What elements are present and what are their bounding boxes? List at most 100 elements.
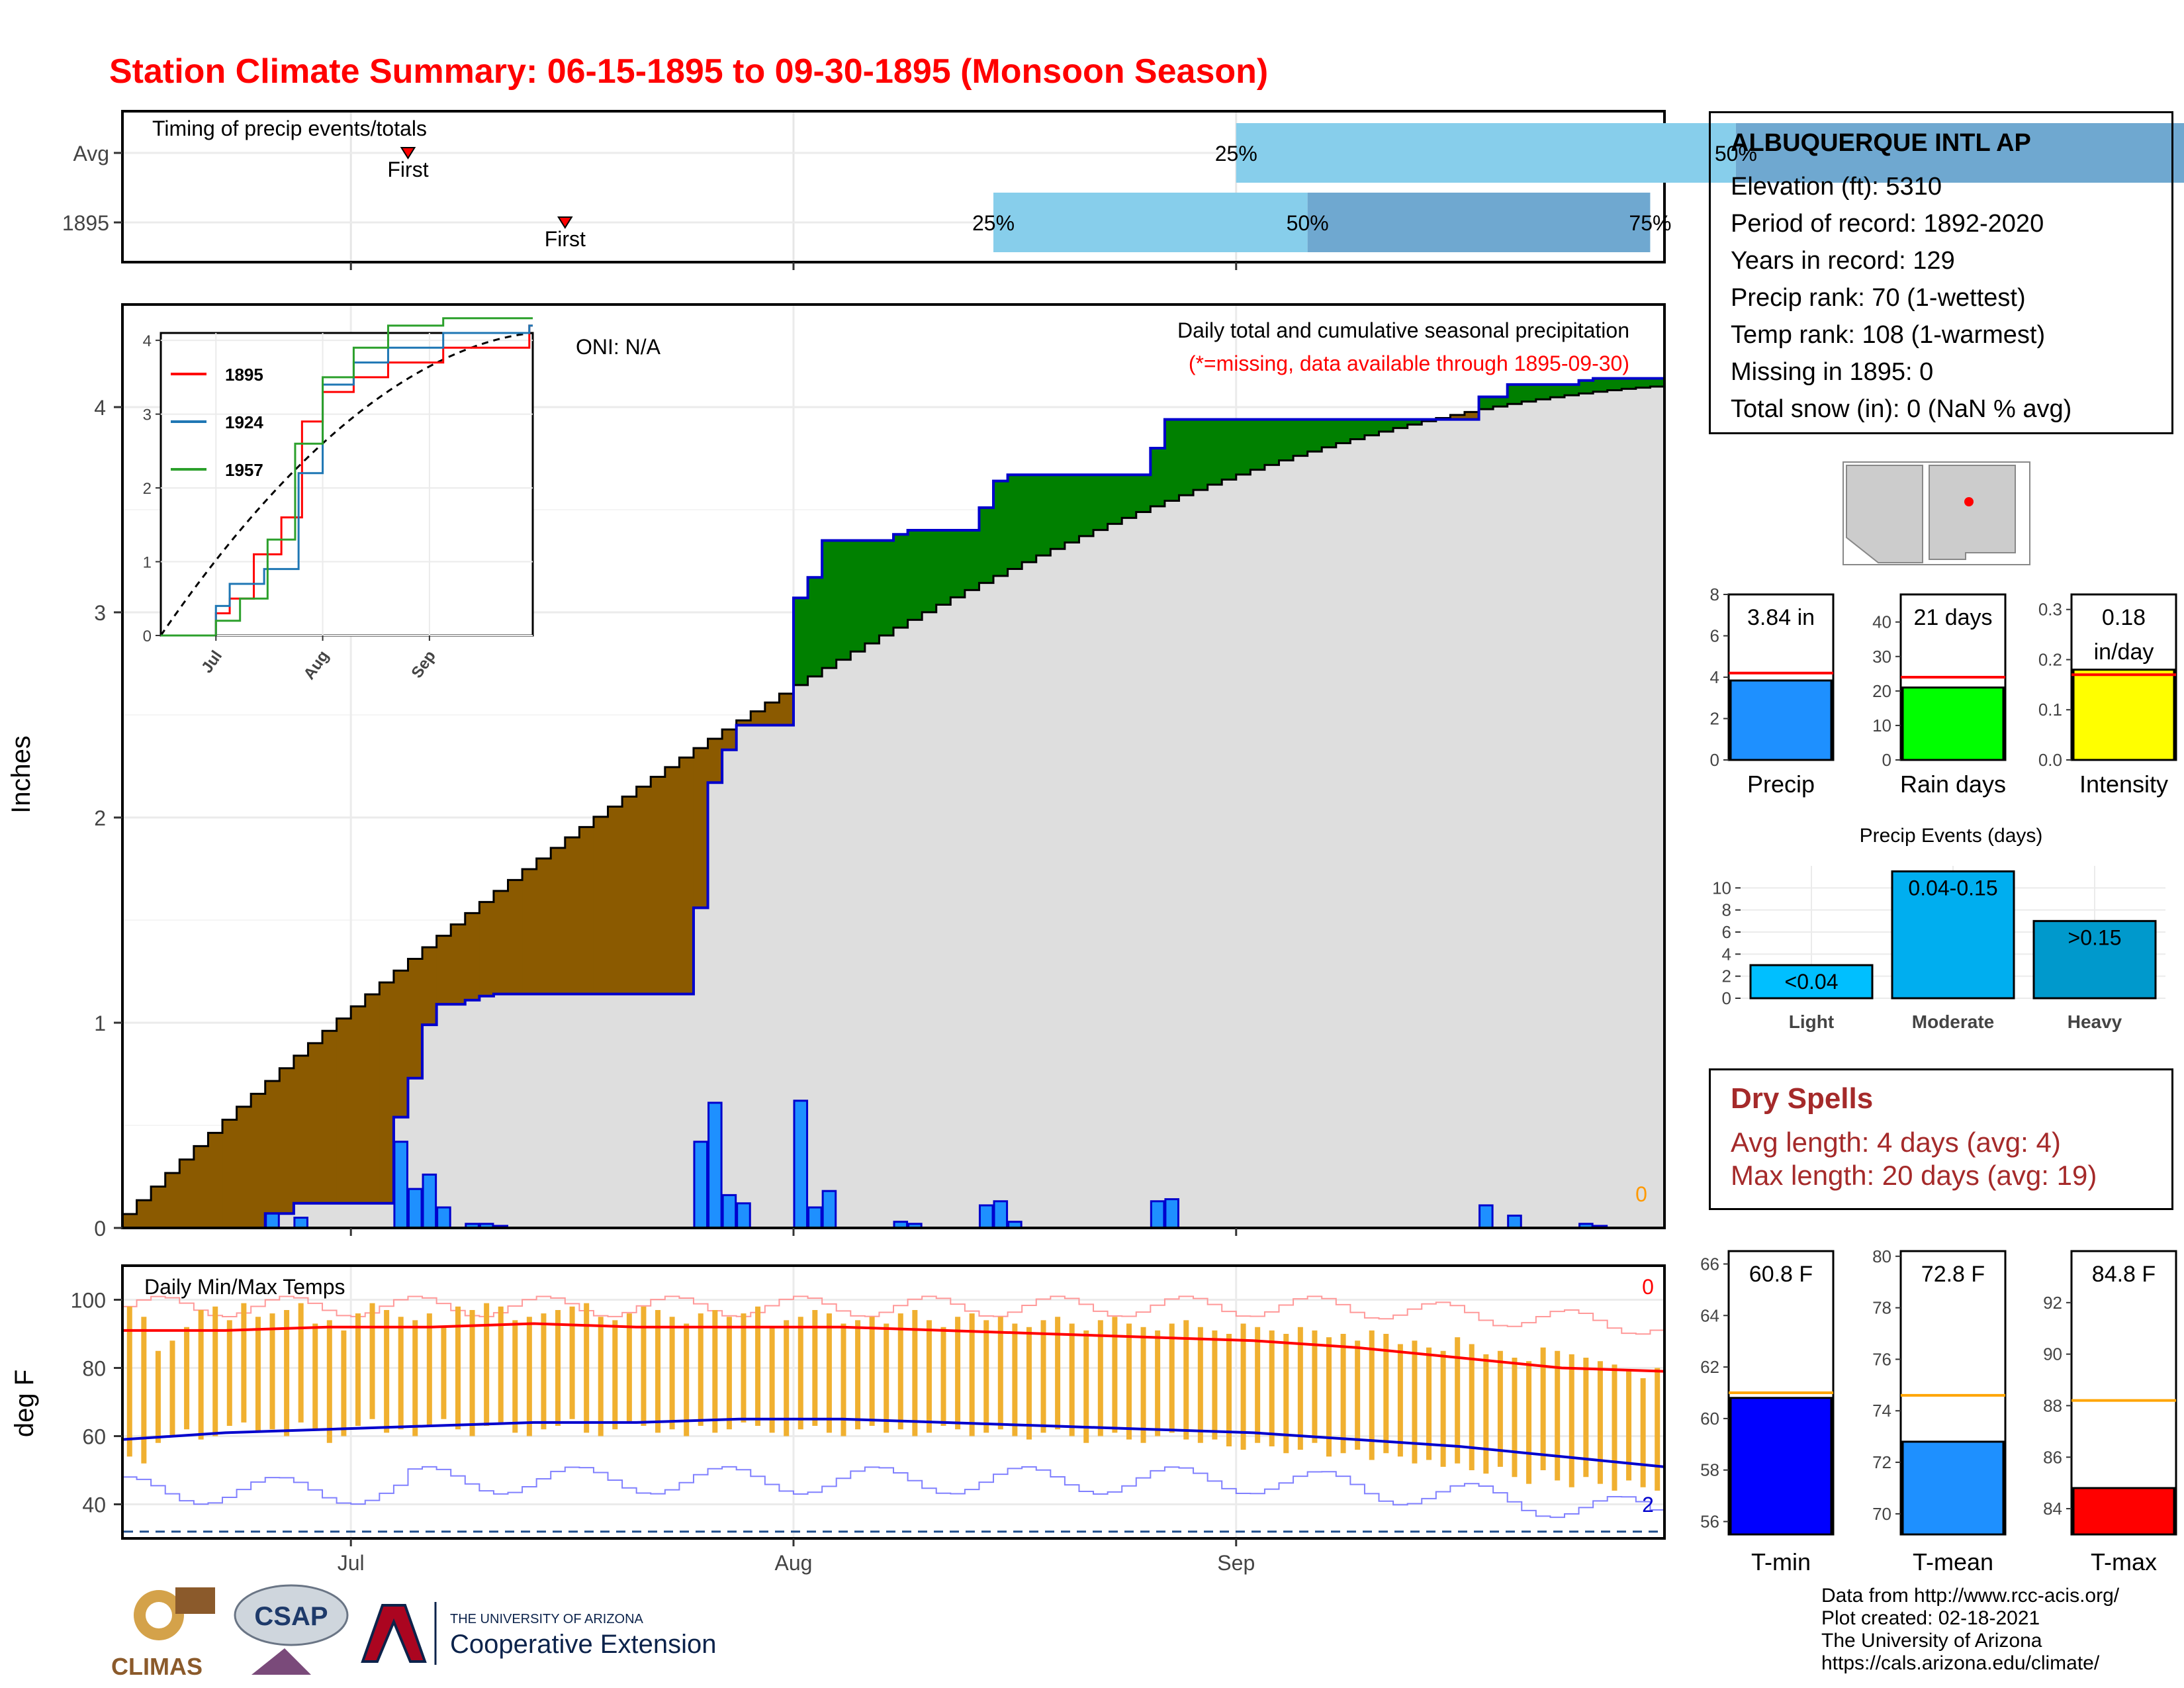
cumulative-deficit-24 (465, 913, 480, 1000)
inset-legend-label: 1957 (225, 460, 263, 480)
precip-ytick-label: 4 (94, 396, 106, 420)
station-elevation: Elevation (ft): 5310 (1731, 173, 1942, 201)
events-bar-Moderate (1891, 870, 2015, 1000)
cumulative-base-85 (1336, 443, 1351, 1228)
temp-summary-value-label: 72.8 F (1921, 1262, 1985, 1287)
cumulative-base-46 (779, 725, 794, 1228)
summary-tick-label: 6 (1710, 626, 1719, 646)
cumulative-deficit-45 (764, 702, 780, 726)
cumulative-base-33 (593, 994, 609, 1228)
temp-panel-title: Daily Min/Max Temps (144, 1275, 345, 1299)
cumulative-base-11 (279, 1213, 295, 1228)
precip-panel-subtitle: (*=missing, data available through 1895-… (1189, 352, 1629, 375)
cumulative-base-75 (1193, 490, 1208, 1228)
events-ytick-label: 4 (1722, 944, 1731, 964)
cumulative-deficit-42 (722, 729, 737, 750)
cumulative-base-80 (1264, 465, 1280, 1229)
summary-value-label: 21 days (1913, 605, 1992, 630)
cumulative-surplus-54 (893, 534, 909, 628)
cumulative-deficit-14 (322, 1031, 338, 1203)
logos: CLIMAS CSAP THE UNIVERSITY OF ARIZONA Co… (111, 1584, 716, 1680)
events-category-label: Heavy (2068, 1011, 2122, 1032)
cumulative-surplus-107 (1650, 378, 1665, 387)
cumulative-base-14 (322, 1203, 338, 1228)
cumulative-surplus-95 (1479, 397, 1494, 410)
cumulative-deficit-34 (608, 806, 623, 994)
cumulative-surplus-80 (1264, 419, 1280, 465)
summary-tick-label: 0.3 (2038, 600, 2062, 620)
cumulative-deficit-36 (636, 786, 651, 994)
cumulative-base-76 (1207, 485, 1222, 1228)
timing-p50-label: 50% (1715, 142, 1757, 165)
cumulative-surplus-78 (1236, 419, 1251, 475)
precip-y-label: Inches (7, 735, 36, 814)
summary-tick-label: 10 (1872, 716, 1891, 735)
cumulative-base-68 (1093, 530, 1109, 1228)
timing-box-upper (1307, 193, 1651, 252)
cumulative-surplus-62 (1007, 475, 1023, 569)
cumulative-deficit-33 (593, 816, 609, 994)
cumulative-base-38 (664, 994, 680, 1228)
cumulative-base-101 (1564, 395, 1580, 1228)
timing-box-lower (1236, 123, 1736, 183)
cumulative-deficit-44 (751, 711, 766, 726)
climas-emblem-inner (146, 1602, 172, 1628)
temp-y-axis: 40 60 80 100 (71, 1289, 122, 1517)
timing-p50-label: 50% (1287, 211, 1329, 235)
cumulative-surplus-100 (1550, 384, 1565, 398)
summary-tick-label: 0.2 (2038, 649, 2062, 669)
cumulative-base-57 (936, 604, 951, 1228)
cumulative-base-73 (1164, 500, 1180, 1229)
inset-ytick-label: 1 (143, 554, 152, 572)
events-category-label: Light (1789, 1011, 1834, 1032)
timing-box-upper (1735, 123, 2184, 183)
temp-summary-tick-label: 90 (2043, 1344, 2062, 1364)
cumulative-deficit-7 (222, 1119, 238, 1228)
cumulative-deficit-11 (279, 1068, 295, 1214)
cumulative-base-49 (822, 668, 837, 1228)
daily-precip-bar (293, 1217, 308, 1229)
station-years: Years in record: 129 (1731, 247, 1955, 275)
summary-tick-label: 0 (1710, 750, 1719, 770)
inset-frame (159, 332, 534, 637)
page-title: Station Climate Summary: 06-15-1895 to 0… (109, 52, 1268, 91)
cumulative-surplus-90 (1407, 419, 1422, 425)
daily-precip-bar (407, 1188, 423, 1229)
ua-university-text: THE UNIVERSITY OF ARIZONA (450, 1612, 644, 1626)
cumulative-base-30 (551, 994, 566, 1228)
cumulative-surplus-72 (1150, 448, 1165, 506)
cumulative-surplus-89 (1393, 419, 1408, 428)
cumulative-base-54 (893, 628, 909, 1228)
temp-summary-bar-T-min (1729, 1397, 1833, 1536)
cumulative-base-47 (793, 684, 809, 1228)
cumulative-base-95 (1479, 409, 1494, 1228)
cumulative-base-83 (1307, 451, 1322, 1228)
temp-summary-tick-label: 78 (1872, 1298, 1891, 1318)
cumulative-base-81 (1279, 460, 1294, 1228)
temp-summary-bars: 56 58 60 62 64 66 60.8 F T-min 70 72 74 76 78 80 72.8 … (1700, 1246, 2177, 1575)
summary-tick-label: 0.0 (2038, 750, 2062, 770)
summary-tick-label: 0 (1882, 750, 1891, 770)
timing-first-marker (400, 147, 416, 160)
precip-ytick-label: 1 (94, 1011, 106, 1035)
inset-ytick-label: 3 (143, 406, 152, 424)
cumulative-surplus-99 (1535, 384, 1551, 400)
cumulative-deficit-32 (579, 827, 594, 994)
cumulative-surplus-67 (1079, 475, 1094, 536)
daily-precip-bar (978, 1204, 994, 1229)
summary-bar-Precip (1729, 679, 1833, 761)
cumulative-base-45 (764, 725, 780, 1228)
credit-url: https://cals.arizona.edu/climate/ (1821, 1652, 2100, 1674)
summary-bars: 0 2 4 6 8 3.84 in Precip 0 10 20 30 40 21 days Rain d… (1710, 585, 2177, 798)
events-ytick-label: 0 (1722, 988, 1731, 1008)
cumulative-base-31 (565, 994, 580, 1228)
events-bar-label: <0.04 (1785, 970, 1839, 994)
inset-ytick-label: 0 (143, 628, 152, 645)
dry-spells-title: Dry Spells (1731, 1082, 1874, 1115)
cumulative-surplus-79 (1250, 419, 1265, 470)
inset-grid (161, 333, 533, 636)
temp-y-label: deg F (10, 1370, 39, 1437)
ua-logo: THE UNIVERSITY OF ARIZONA Cooperative Ex… (361, 1602, 716, 1665)
events-category-label: Moderate (1912, 1011, 1994, 1032)
cumulative-base-51 (850, 651, 866, 1228)
